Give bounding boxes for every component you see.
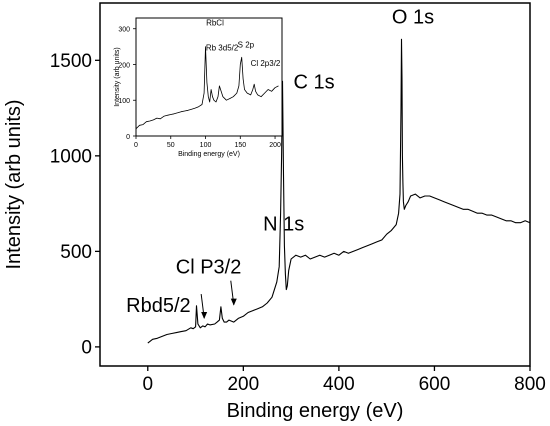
- main-peak-label: Rbd5/2: [126, 295, 190, 317]
- main-y-tick-label: 1500: [50, 51, 92, 72]
- main-y-ticks: 0 500 1000 1500: [50, 51, 100, 359]
- main-x-axis-title: Binding energy (eV): [227, 400, 404, 422]
- main-y-tick-label: 0: [81, 338, 92, 359]
- main-x-tick-label: 0: [142, 374, 153, 395]
- inset-x-tick-label: 100: [200, 142, 212, 149]
- inset-y-tick-label: 100: [118, 98, 130, 105]
- inset-plot-frame: [135, 17, 283, 137]
- main-y-tick-label: 500: [60, 242, 92, 263]
- inset-y-tick-label: 0: [126, 134, 130, 141]
- inset-plot: 0 50 100 150 200 0 100 200 300 Binding energy (…: [114, 17, 283, 158]
- main-plot-frame: [99, 2, 531, 367]
- main-spectrum-line: [147, 38, 531, 344]
- inset-x-axis-title: Binding energy (eV): [178, 151, 240, 158]
- main-peak-label: C 1s: [293, 71, 334, 93]
- main-peak-annotations: O 1s C 1s N 1s Cl P3/2 Rbd5/2: [126, 6, 434, 320]
- inset-y-tick-label: 300: [118, 27, 130, 34]
- inset-x-tick-label: 200: [269, 142, 281, 149]
- inset-peak-label: Rb 3d5/2: [206, 43, 239, 52]
- inset-peak-label: Cl 2p3/2: [251, 59, 281, 68]
- main-x-tick-label: 400: [323, 374, 355, 395]
- main-x-ticks: 0 200 400 600 800: [142, 366, 546, 395]
- inset-peak-label: RbCl: [206, 18, 224, 27]
- main-y-tick-label: 1000: [50, 146, 92, 167]
- inset-peak-label: S 2p: [238, 40, 255, 49]
- inset-spectrum-line: [135, 46, 279, 130]
- inset-x-tick-label: 50: [167, 142, 175, 149]
- inset-y-axis-title: Intensity (arb units): [114, 47, 121, 107]
- inset-x-tick-label: 150: [234, 142, 246, 149]
- inset-x-tick-label: 0: [134, 142, 138, 149]
- main-annotation-arrowhead: [230, 298, 237, 306]
- main-x-tick-label: 600: [419, 374, 451, 395]
- main-x-tick-label: 200: [227, 374, 259, 395]
- main-x-tick-label: 800: [514, 374, 546, 395]
- main-y-axis-title: Intensity (arb units): [3, 99, 25, 269]
- main-peak-label: N 1s: [263, 213, 304, 235]
- inset-y-ticks: 0 100 200 300: [118, 27, 136, 141]
- inset-y-tick-label: 200: [118, 62, 130, 69]
- inset-x-ticks: 0 50 100 150 200: [134, 136, 281, 149]
- main-annotation-arrowhead: [201, 312, 208, 320]
- main-peak-label: Cl P3/2: [176, 257, 242, 279]
- main-peak-label: O 1s: [392, 6, 434, 28]
